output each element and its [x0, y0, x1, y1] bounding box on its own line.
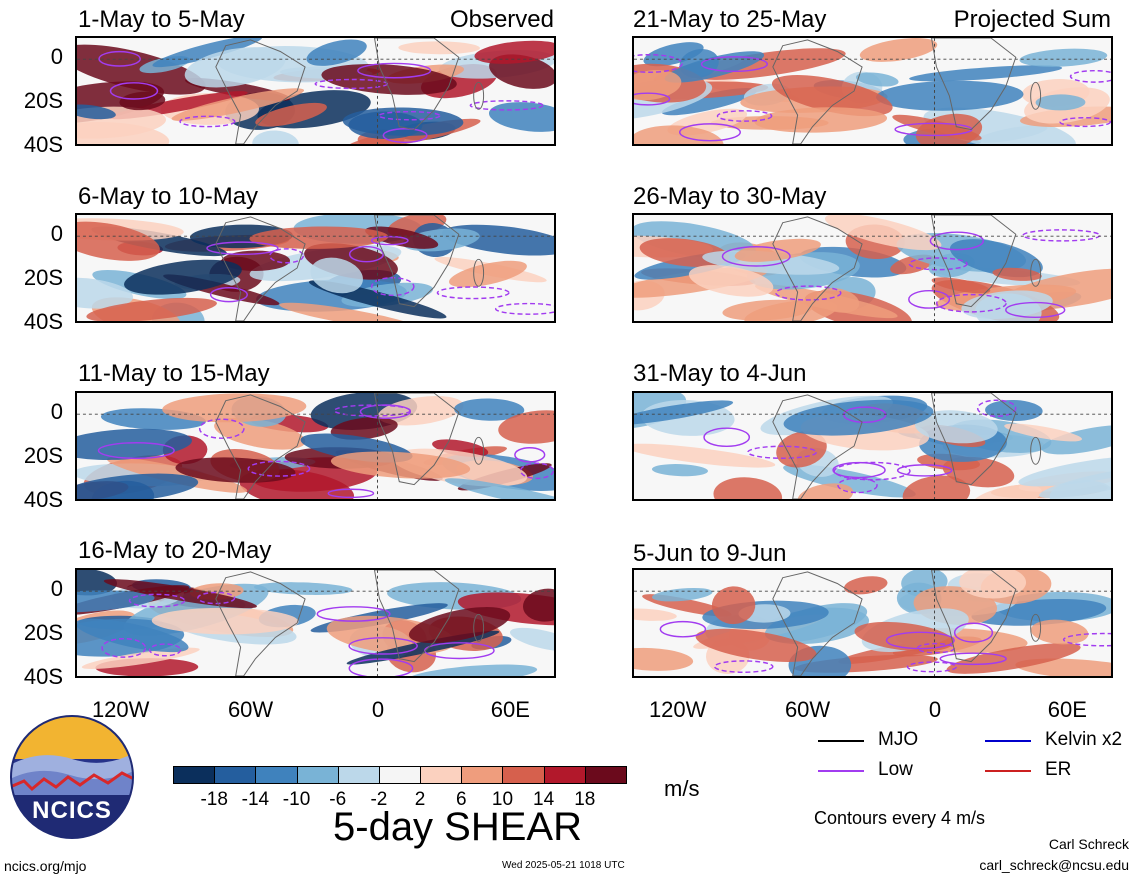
colorbar-swatch	[502, 766, 545, 784]
y-tick-label: 20S	[23, 265, 63, 290]
colorbar-swatch	[173, 766, 216, 784]
shear-map	[632, 213, 1113, 323]
y-tick-label: 20S	[23, 620, 63, 645]
colorbar-swatch	[337, 766, 380, 784]
shear-map	[75, 36, 556, 146]
panel-title: 21-May to 25-May	[633, 6, 827, 33]
legend-er-label: ER	[1045, 759, 1072, 780]
colorbar-swatch	[296, 766, 339, 784]
panel-title: 31-May to 4-Jun	[633, 360, 807, 387]
legend-kelvin-line	[985, 740, 1031, 742]
x-tick-label: 60E	[490, 697, 530, 722]
x-tick-label: 60E	[1047, 697, 1087, 722]
legend-er-line	[985, 770, 1031, 772]
x-tick-label: 120W	[91, 697, 150, 722]
y-tick-label: 40S	[23, 132, 63, 157]
colorbar-tick-label: 10	[491, 789, 514, 810]
contour-note: Contours every 4 m/s	[814, 808, 986, 828]
y-tick-label: 20S	[23, 443, 63, 468]
panel-title: 16-May to 20-May	[78, 537, 272, 564]
footer-timestamp: Wed 2025-05-21 1018 UTC	[502, 860, 625, 871]
x-tick-label: 60W	[227, 697, 274, 722]
x-tick-label: 60W	[784, 697, 831, 722]
y-tick-label: 20S	[23, 88, 63, 113]
colorbar-swatch	[461, 766, 504, 784]
panel-title: 26-May to 30-May	[633, 183, 827, 210]
shear-map	[632, 568, 1113, 678]
colorbar-tick-label: -2	[370, 789, 388, 810]
panel-title: 5-Jun to 9-Jun	[633, 540, 787, 567]
colorbar-tick-label: -10	[282, 789, 311, 810]
legend-kelvin-label: Kelvin x2	[1045, 729, 1123, 750]
shear-map	[632, 36, 1113, 146]
colorbar-swatch	[255, 766, 298, 784]
y-tick-label: 0	[50, 576, 63, 601]
colorbar-tick-label: 2	[414, 789, 426, 810]
y-tick-label: 40S	[23, 664, 63, 689]
colorbar-tick-label: 14	[533, 789, 555, 810]
colorbar-swatch	[584, 766, 627, 784]
x-tick-label: 120W	[648, 697, 707, 722]
footer-url: ncics.org/mjo	[4, 858, 87, 874]
footer-email: carl_schreck@ncsu.edu	[979, 857, 1129, 873]
y-tick-label: 0	[50, 44, 63, 69]
panel-tag: Projected Sum	[953, 6, 1111, 33]
colorbar-tick-label: -6	[329, 789, 347, 810]
logo-text: NCICS	[32, 797, 112, 824]
colorbar-swatch	[420, 766, 463, 784]
chart-title: 5-day SHEAR	[333, 805, 582, 849]
panel-title: 6-May to 10-May	[78, 183, 259, 210]
legend-low-line	[818, 770, 864, 772]
legend-mjo-label: MJO	[878, 729, 919, 750]
y-tick-label: 0	[50, 221, 63, 246]
y-tick-label: 40S	[23, 487, 63, 512]
x-tick-label: 0	[928, 697, 942, 722]
panel-tag: Observed	[449, 6, 554, 33]
x-tick-label: 0	[371, 697, 385, 722]
legend-mjo-line	[818, 740, 864, 742]
panel-title: 11-May to 15-May	[78, 360, 270, 387]
y-tick-label: 40S	[23, 309, 63, 334]
colorbar-tick-label: 6	[455, 789, 467, 810]
shear-map	[75, 568, 556, 678]
footer-author: Carl Schreck	[1048, 836, 1129, 852]
panel-title: 1-May to 5-May	[78, 6, 245, 33]
ncics-logo: NCICS	[10, 715, 134, 839]
colorbar-tick-label: -18	[200, 789, 228, 810]
colorbar-swatch	[543, 766, 586, 784]
legend-low-label: Low	[878, 759, 913, 780]
colorbar-swatch	[214, 766, 257, 784]
shear-map	[75, 391, 556, 501]
colorbar-tick-label: -14	[241, 789, 270, 810]
shear-map	[632, 391, 1113, 501]
y-tick-label: 0	[50, 399, 63, 424]
colorbar-unit: m/s	[664, 776, 700, 801]
colorbar-swatch	[378, 766, 422, 784]
shear-map	[75, 213, 556, 323]
colorbar-tick-label: 18	[574, 789, 596, 810]
